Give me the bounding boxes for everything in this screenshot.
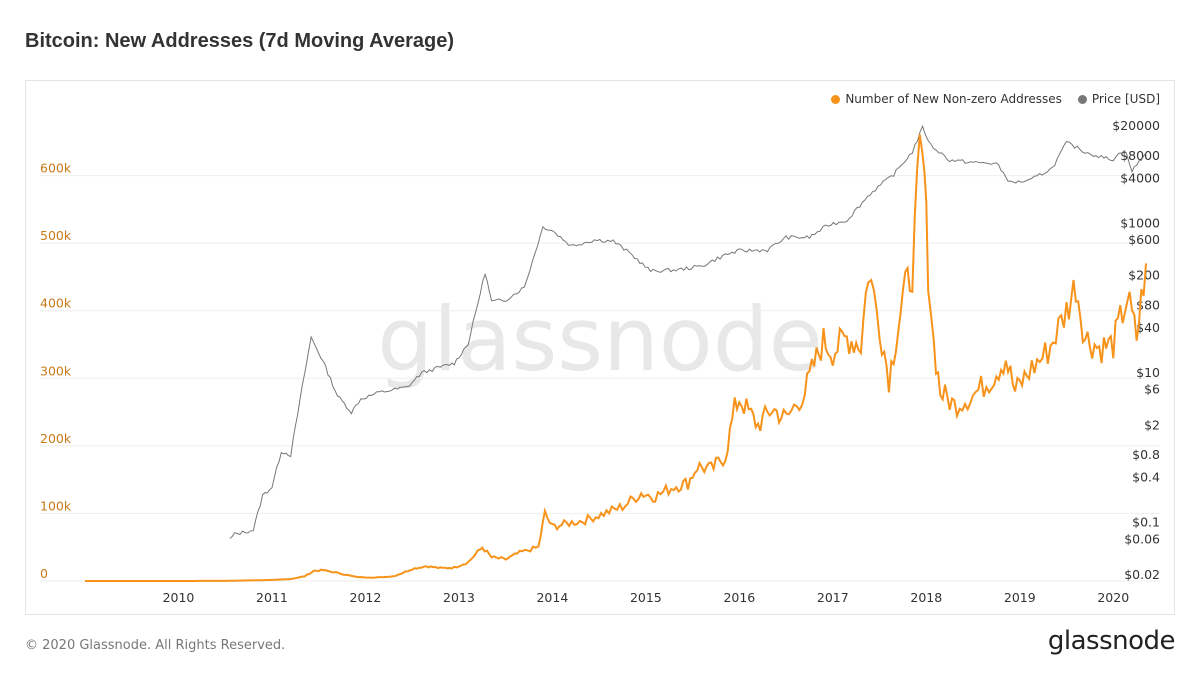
right-tick-label: $600	[1128, 232, 1160, 247]
right-tick-label: $200	[1128, 268, 1160, 283]
left-axis: 0 100k 200k 300k 400k 500k 600k	[40, 161, 72, 581]
copyright-text: © 2020 Glassnode. All Rights Reserved.	[25, 638, 286, 653]
right-tick-label: $20000	[1112, 118, 1160, 133]
left-tick-label: 400k	[40, 296, 72, 311]
x-tick-label: 2013	[443, 590, 475, 605]
x-tick-label: 2018	[910, 590, 942, 605]
chart-panel	[25, 80, 1175, 615]
x-tick-label: 2020	[1097, 590, 1129, 605]
legend: Number of New Non-zero Addresses Price […	[831, 92, 1160, 106]
right-tick-label: $40	[1136, 320, 1160, 335]
left-tick-label: 300k	[40, 363, 72, 378]
right-tick-label: $80	[1136, 297, 1160, 312]
x-axis: 2010 2011 2012 2013 2014 2015 2016 2017 2018 2019…	[163, 590, 1130, 605]
legend-label-addresses: Number of New Non-zero Addresses	[845, 92, 1062, 106]
right-tick-label: $0.06	[1124, 531, 1160, 546]
series-line-price	[229, 124, 1147, 539]
glassnode-logo[interactable]: glassnode	[1047, 626, 1176, 656]
grid	[40, 175, 1160, 582]
x-tick-label: 2016	[723, 590, 755, 605]
x-tick-label: 2019	[1004, 590, 1036, 605]
legend-dot-price	[1077, 94, 1087, 104]
x-tick-label: 2012	[350, 590, 382, 605]
right-tick-label: $4000	[1120, 170, 1160, 185]
right-tick-label: $8000	[1120, 148, 1160, 163]
left-tick-label: 500k	[40, 228, 72, 243]
left-tick-label: 100k	[40, 498, 72, 513]
x-tick-label: 2010	[163, 590, 195, 605]
x-tick-label: 2015	[630, 590, 662, 605]
right-tick-label: $1000	[1120, 215, 1160, 230]
watermark: glassnode	[377, 288, 823, 391]
page-title: Bitcoin: New Addresses (7d Moving Averag…	[25, 30, 454, 52]
right-axis: $0.02 $0.06$0.1 $0.4 $0.8 $2 $6 $10 $40 $80 $200 $…	[1112, 118, 1160, 582]
legend-item-price[interactable]: Price [USD]	[1077, 92, 1160, 106]
legend-item-addresses[interactable]: Number of New Non-zero Addresses	[831, 92, 1062, 106]
right-tick-label: $0.4	[1132, 470, 1160, 485]
legend-dot-addresses	[831, 94, 841, 104]
right-tick-label: $6	[1144, 382, 1160, 397]
right-tick-label: $0.02	[1124, 567, 1160, 582]
x-tick-label: 2011	[256, 590, 288, 605]
left-tick-label: 0	[40, 566, 48, 581]
legend-label-price: Price [USD]	[1091, 92, 1160, 106]
x-tick-label: 2014	[536, 590, 568, 605]
right-tick-label: $2	[1144, 417, 1160, 432]
right-tick-label: $0.8	[1132, 447, 1160, 462]
series-line-addresses	[85, 134, 1147, 582]
right-tick-label: $10	[1136, 365, 1160, 380]
right-tick-label: $0.1	[1132, 515, 1160, 530]
left-tick-label: 600k	[40, 161, 72, 176]
x-tick-label: 2017	[817, 590, 849, 605]
left-tick-label: 200k	[40, 431, 72, 446]
